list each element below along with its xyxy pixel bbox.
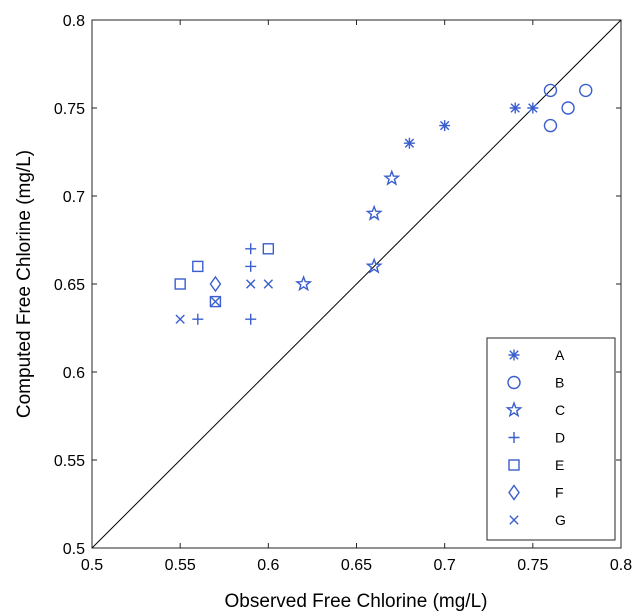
legend-label: A (555, 347, 565, 363)
point-d-plus (192, 313, 204, 325)
legend-label: F (555, 485, 564, 501)
legend-label: E (555, 457, 564, 473)
point-g-x (210, 296, 221, 307)
y-tick-label: 0.65 (54, 277, 85, 294)
x-axis-title: Observed Free Chlorine (mg/L) (225, 591, 488, 612)
y-tick-label: 0.7 (63, 189, 85, 206)
point-a-asterisk (403, 137, 415, 149)
point-e-square (209, 295, 222, 308)
x-tick-label: 0.65 (341, 557, 372, 574)
y-tick-label: 0.6 (63, 365, 85, 382)
point-e-square (262, 243, 275, 255)
point-d-plus (245, 313, 257, 325)
legend-marker-circle-icon (507, 375, 521, 390)
point-g-x (263, 279, 274, 289)
point-d-plus (245, 260, 257, 272)
point-c-star (383, 169, 401, 186)
y-tick-label: 0.75 (54, 101, 85, 118)
legend-label: C (555, 402, 565, 418)
data-points (174, 83, 593, 325)
x-tick-label: 0.75 (517, 557, 548, 574)
legend-marker-diamond-icon (508, 484, 520, 501)
point-b-circle (561, 101, 575, 115)
point-c-star (365, 204, 383, 221)
legend-marker-x-icon (509, 515, 519, 525)
legend-label: G (555, 512, 566, 528)
legend-marker-asterisk-icon (508, 349, 520, 361)
legend-marker-star-icon (505, 400, 523, 418)
point-g-x (246, 279, 256, 289)
point-e-square (174, 278, 186, 290)
legend-box (486, 337, 616, 541)
point-b-circle (543, 118, 558, 133)
point-f-diamond (209, 275, 222, 293)
point-c-star (295, 274, 313, 292)
legend-marker-plus-icon (508, 432, 520, 443)
point-e-square (192, 260, 204, 273)
legend-label: B (555, 375, 564, 391)
x-tick-label: 0.5 (81, 557, 103, 574)
point-a-asterisk (439, 120, 451, 132)
x-tick-label: 0.8 (610, 557, 632, 574)
point-d-plus (245, 243, 257, 255)
y-axis-title: Computed Free Chlorine (mg/L) (14, 150, 35, 418)
point-b-circle (579, 83, 593, 98)
point-c-star (365, 257, 383, 274)
legend-label: D (555, 430, 565, 446)
axis-ticks: 0.5 0.55 0.6 0.65 0.7 0.75 0.8 0.5 0.55 0.6 0.65 0.… (54, 13, 632, 574)
x-tick-label: 0.55 (165, 557, 196, 574)
y-tick-label: 0.8 (63, 13, 85, 30)
x-tick-label: 0.6 (257, 557, 279, 574)
y-tick-label: 0.55 (54, 453, 85, 470)
point-a-asterisk (527, 102, 539, 114)
y-tick-label: 0.5 (63, 541, 85, 558)
legend-marker-square-icon (508, 459, 520, 471)
point-a-asterisk (509, 102, 521, 114)
point-g-x (175, 314, 185, 324)
point-b-circle (543, 83, 558, 98)
x-tick-label: 0.7 (434, 557, 456, 574)
